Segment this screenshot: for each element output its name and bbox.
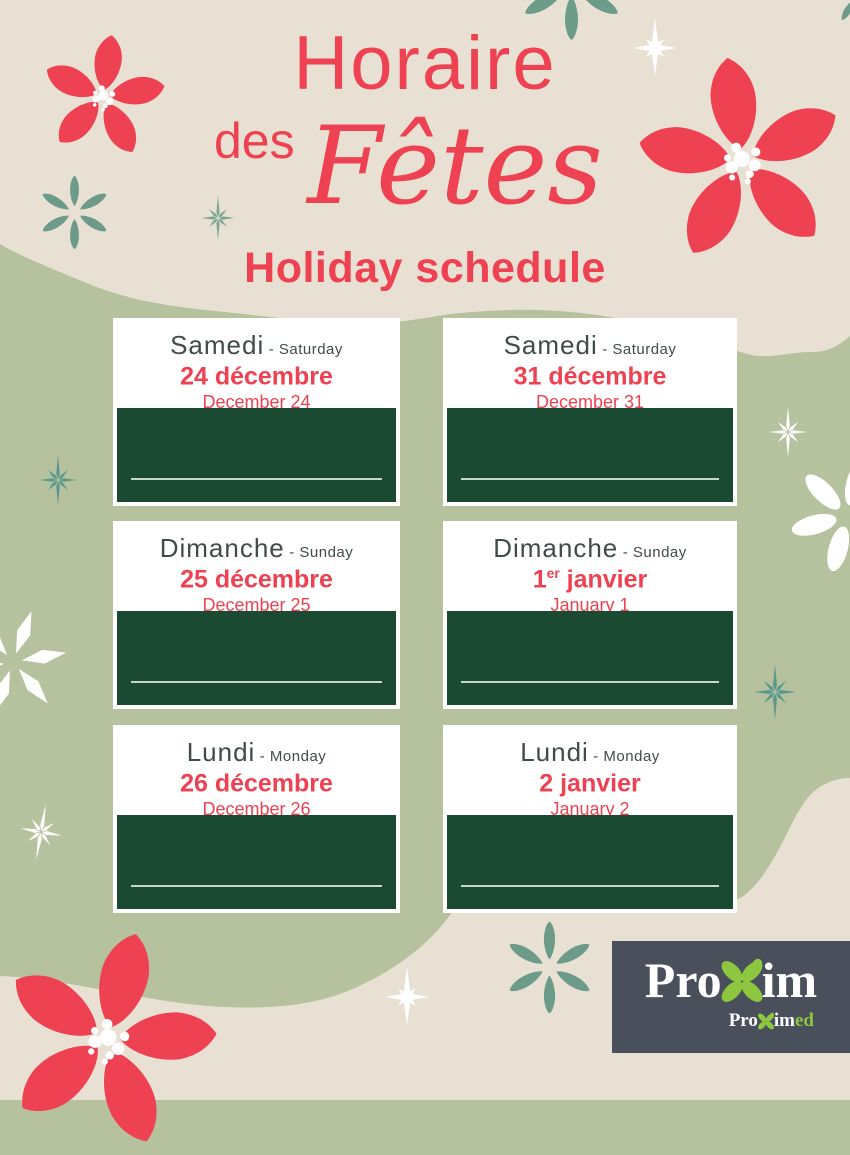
date-fr: 2 janvier bbox=[443, 769, 737, 798]
date-fr-text: 24 décembre bbox=[180, 362, 333, 391]
day-name-en: - Sunday bbox=[289, 544, 354, 561]
date-fr: 24 décembre bbox=[113, 362, 400, 391]
date-en: December 26 bbox=[202, 798, 311, 819]
logo-text-post: im bbox=[761, 952, 818, 1008]
schedule-card-jan-1: Dimanche - Sunday 1er janvier January 1 bbox=[443, 521, 737, 709]
date-fr-text: 26 décembre bbox=[180, 769, 333, 798]
day-name-fr: Samedi bbox=[503, 330, 598, 360]
day-name-fr: Lundi bbox=[520, 737, 589, 767]
proximed-x-leaf-icon bbox=[756, 1012, 775, 1031]
date-en: December 25 bbox=[202, 594, 311, 615]
sublogo-text-suffix: ed bbox=[795, 1010, 814, 1031]
day-name-fr: Dimanche bbox=[493, 533, 619, 563]
day-name-fr: Samedi bbox=[170, 330, 265, 360]
diamond-petal-flower-icon bbox=[0, 606, 69, 718]
sparkle-star-icon bbox=[385, 966, 429, 1026]
date-en: January 1 bbox=[550, 594, 630, 615]
poinsettia-flower-bottom-left bbox=[0, 924, 223, 1155]
hours-writein-line bbox=[131, 478, 382, 480]
proxim-logo: Pro im bbox=[612, 952, 850, 1008]
date-fr: 31 décembre bbox=[443, 362, 737, 391]
starburst-icon bbox=[769, 406, 807, 458]
card-header: Samedi - Saturday 24 décembre December 2… bbox=[113, 318, 400, 412]
date-fr: 25 décembre bbox=[113, 565, 400, 594]
date-en: December 24 bbox=[202, 391, 311, 412]
hours-writein-line bbox=[461, 478, 719, 480]
card-header: Lundi - Monday 2 janvier January 2 bbox=[443, 725, 737, 819]
proxim-logo-box: Pro im Pro im ed bbox=[612, 941, 850, 1053]
title-des: des bbox=[214, 113, 295, 169]
hours-block bbox=[117, 815, 396, 909]
schedule-card-dec-25: Dimanche - Sunday 25 décembre December 2… bbox=[113, 521, 400, 709]
round-petal-flower-icon bbox=[787, 456, 850, 576]
date-fr-text: 2 janvier bbox=[539, 769, 641, 798]
leaf-flower-icon bbox=[826, 0, 850, 26]
card-header: Dimanche - Sunday 25 décembre December 2… bbox=[113, 521, 400, 615]
date-en: January 2 bbox=[550, 798, 630, 819]
day-line: Dimanche - Sunday bbox=[113, 533, 400, 564]
date-fr-text: janvier bbox=[559, 565, 648, 594]
hours-writein-line bbox=[131, 681, 382, 683]
date-en: December 31 bbox=[535, 391, 645, 412]
starburst-icon bbox=[754, 664, 796, 720]
day-name-en: - Sunday bbox=[622, 544, 687, 561]
date-fr-text: 1 bbox=[532, 565, 547, 594]
logo-text-pre: Pro bbox=[644, 952, 722, 1008]
sublogo-text-mid: im bbox=[773, 1010, 795, 1031]
day-name-en: - Saturday bbox=[268, 341, 343, 358]
day-name-en: - Monday bbox=[593, 748, 660, 765]
hours-block bbox=[117, 408, 396, 502]
schedule-card-dec-24: Samedi - Saturday 24 décembre December 2… bbox=[113, 318, 400, 506]
hours-block bbox=[447, 611, 733, 705]
card-header: Samedi - Saturday 31 décembre December 3… bbox=[443, 318, 737, 412]
starburst-icon bbox=[15, 802, 67, 862]
hours-block bbox=[117, 611, 396, 705]
schedule-card-dec-31: Samedi - Saturday 31 décembre December 3… bbox=[443, 318, 737, 506]
date-fr-ordinal: er bbox=[546, 565, 560, 581]
day-name-fr: Dimanche bbox=[159, 533, 285, 563]
date-fr-text: 25 décembre bbox=[180, 565, 333, 594]
hours-block bbox=[447, 815, 733, 909]
day-name-en: - Monday bbox=[259, 748, 327, 765]
starburst-icon bbox=[39, 454, 77, 506]
hours-writein-line bbox=[131, 885, 382, 887]
day-name-en: - Saturday bbox=[602, 341, 677, 358]
proximed-logo: Pro im ed bbox=[728, 1010, 814, 1031]
date-fr: 1er janvier bbox=[443, 565, 737, 594]
card-header: Dimanche - Sunday 1er janvier January 1 bbox=[443, 521, 737, 615]
hours-writein-line bbox=[461, 885, 719, 887]
hours-block bbox=[447, 408, 733, 502]
title-holiday-schedule: Holiday schedule bbox=[244, 244, 606, 292]
card-header: Lundi - Monday 26 décembre December 26 bbox=[113, 725, 400, 819]
title-horaire: Horaire bbox=[293, 21, 557, 106]
leaf-flower-icon bbox=[506, 921, 593, 1014]
day-name-fr: Lundi bbox=[186, 737, 256, 767]
schedule-card-dec-26: Lundi - Monday 26 décembre December 26 bbox=[113, 725, 400, 913]
sublogo-text-pre: Pro bbox=[728, 1010, 758, 1031]
day-line: Samedi - Saturday bbox=[443, 330, 737, 361]
hours-writein-line bbox=[461, 681, 719, 683]
day-line: Lundi - Monday bbox=[443, 737, 737, 768]
day-line: Lundi - Monday bbox=[113, 737, 400, 768]
title-fetes: Fêtes bbox=[307, 104, 603, 229]
date-fr-text: 31 décembre bbox=[513, 362, 667, 391]
day-line: Samedi - Saturday bbox=[113, 330, 400, 361]
schedule-card-jan-2: Lundi - Monday 2 janvier January 2 bbox=[443, 725, 737, 913]
proxim-x-leaf-icon bbox=[718, 956, 765, 1006]
top-cream-wave bbox=[0, 0, 850, 357]
date-fr: 26 décembre bbox=[113, 769, 400, 798]
day-line: Dimanche - Sunday bbox=[443, 533, 737, 564]
